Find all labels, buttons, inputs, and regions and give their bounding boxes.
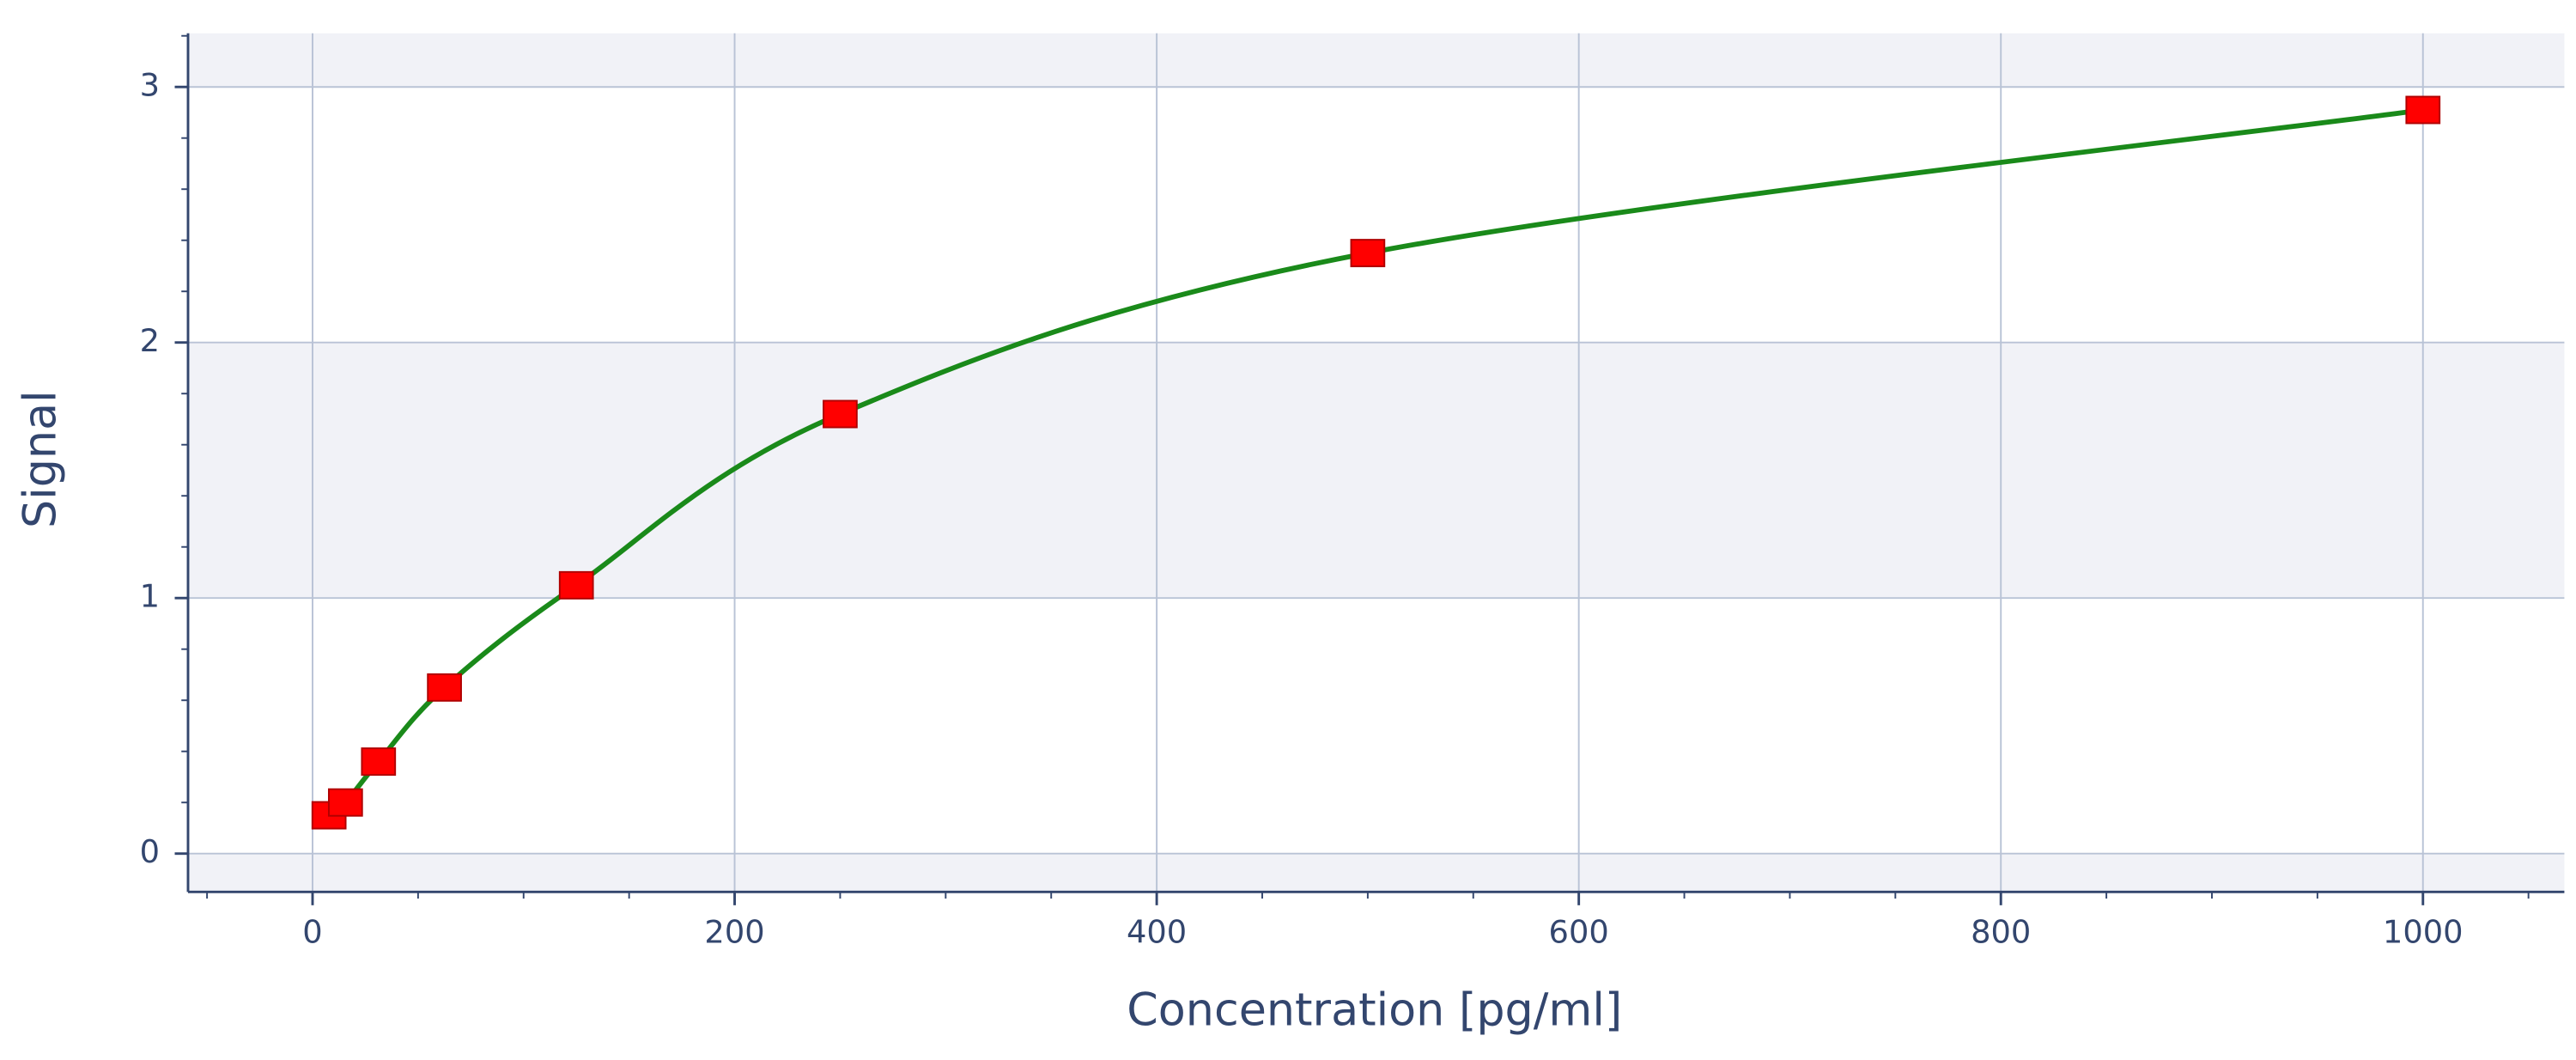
data-point — [427, 673, 462, 702]
band — [187, 342, 2565, 599]
data-point — [558, 570, 594, 600]
data-point — [327, 788, 363, 817]
x-axis-title: Concentration [pg/ml] — [1127, 984, 1622, 1037]
band — [187, 598, 2565, 854]
y-tick-label: 0 — [140, 833, 160, 870]
data-point — [1350, 239, 1386, 268]
grid: 0 1 2 3 0 200 400 600 800 1000 — [140, 33, 2565, 950]
band — [187, 87, 2565, 343]
band — [187, 853, 2565, 892]
band — [187, 33, 2565, 88]
data-point — [361, 747, 397, 777]
background — [187, 33, 2565, 892]
y-tick-label: 2 — [140, 322, 160, 359]
x-tick-label: 800 — [1971, 913, 2031, 950]
data-point — [2405, 95, 2441, 125]
y-tick-label: 3 — [140, 67, 160, 104]
y-axis-title: Signal — [14, 390, 66, 528]
x-tick-label: 0 — [302, 913, 322, 950]
x-tick-label: 400 — [1127, 913, 1187, 950]
x-tick-label: 600 — [1549, 913, 1609, 950]
plot — [311, 95, 2441, 830]
y-tick-label: 1 — [140, 578, 160, 615]
x-tick-label: 1000 — [2383, 913, 2464, 950]
data-point — [823, 399, 858, 429]
x-tick-label: 200 — [704, 913, 764, 950]
